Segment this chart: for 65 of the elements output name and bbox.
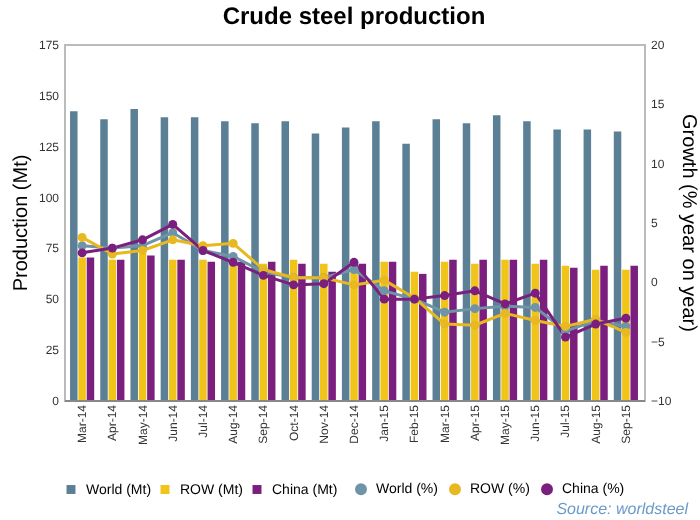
bar	[523, 121, 531, 400]
point	[319, 279, 329, 289]
bar	[622, 269, 630, 400]
point	[500, 308, 510, 318]
point	[440, 291, 450, 301]
point	[621, 313, 631, 323]
point	[168, 219, 178, 229]
point	[560, 321, 570, 331]
point	[530, 288, 540, 298]
bar	[177, 259, 185, 400]
point	[440, 319, 450, 329]
bar	[78, 257, 86, 400]
point	[138, 246, 148, 255]
point	[228, 238, 238, 248]
point	[77, 248, 87, 258]
point	[440, 307, 450, 317]
bar	[190, 117, 199, 400]
bar	[86, 257, 95, 400]
bar	[221, 121, 229, 400]
point	[349, 280, 359, 290]
bar	[147, 255, 155, 400]
point	[621, 327, 631, 337]
bar	[160, 117, 169, 400]
bar	[492, 115, 501, 400]
point	[530, 316, 540, 325]
point	[379, 294, 389, 304]
point	[168, 235, 178, 245]
point	[530, 302, 540, 312]
bar	[116, 259, 125, 400]
bar	[320, 263, 328, 400]
bar	[100, 119, 108, 400]
chart-title: Crude steel production	[222, 2, 486, 30]
y-axis-title: Production (Mt)	[10, 154, 33, 292]
point	[289, 280, 299, 290]
y2-axis-title: Growth (% year on year)	[677, 114, 700, 332]
bar	[372, 121, 380, 400]
bar	[341, 127, 350, 400]
bar	[251, 123, 259, 400]
bar	[70, 111, 78, 400]
bar	[130, 109, 138, 400]
bar	[199, 259, 207, 400]
bar	[553, 129, 561, 400]
point	[138, 235, 148, 245]
bar	[281, 121, 289, 400]
bar	[169, 259, 177, 400]
point	[349, 257, 359, 267]
point	[379, 286, 389, 296]
bar	[108, 259, 117, 400]
bar	[138, 253, 147, 400]
source-note: Source: worldsteel	[556, 500, 688, 518]
point	[228, 257, 238, 267]
bar	[462, 123, 471, 400]
bar	[207, 261, 216, 400]
point	[560, 332, 570, 342]
point	[77, 232, 87, 242]
bar	[229, 263, 237, 400]
point	[470, 320, 480, 330]
bar	[432, 119, 441, 400]
bar	[402, 143, 410, 400]
bar	[613, 131, 622, 400]
point	[379, 275, 389, 285]
point	[470, 286, 480, 296]
bar	[311, 133, 320, 400]
bar	[583, 129, 592, 400]
point	[470, 304, 480, 314]
